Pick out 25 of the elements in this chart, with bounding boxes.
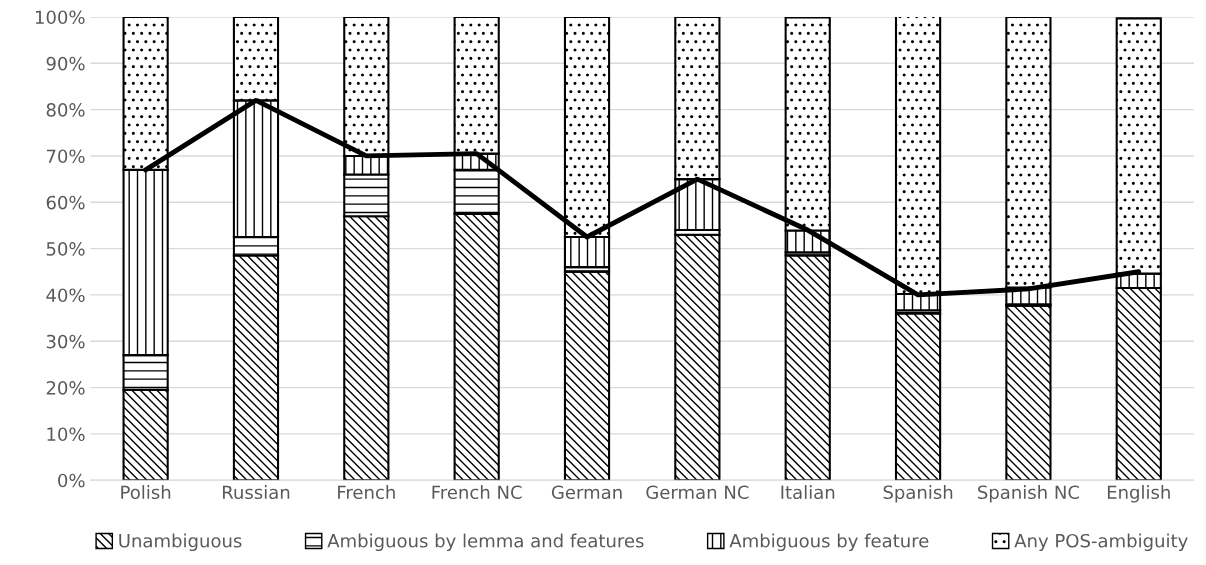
legend-label: Unambiguous <box>119 533 242 552</box>
y-tick-label: 20% <box>46 381 85 395</box>
y-tick-label: 60% <box>46 195 85 210</box>
y-tick-label: 80% <box>46 103 85 117</box>
y-tick-label: 10% <box>47 427 85 442</box>
y-tick-label: 90% <box>46 56 85 71</box>
y-tick-label: 50% <box>46 242 85 256</box>
x-tick-label: Italian <box>781 485 835 500</box>
y-tick-label: 40% <box>46 288 85 303</box>
x-tick-label: German <box>551 485 622 500</box>
x-tick-label: Spanish <box>883 485 953 503</box>
x-tick-label: French <box>338 485 395 500</box>
x-tick-label: English <box>1107 485 1170 503</box>
y-tick-label: 0% <box>58 473 85 488</box>
y-tick-label: 30% <box>46 334 85 349</box>
x-tick-label: German NC <box>646 485 749 500</box>
x-tick-label: Polish <box>121 485 171 500</box>
y-tick-label: 70% <box>46 149 85 164</box>
legend-label: Any POS-ambiguity <box>1014 533 1188 552</box>
x-tick-label: Russian <box>222 485 290 500</box>
legend-label: Ambiguous by lemma and features <box>327 533 644 552</box>
legend-label: Ambiguous by feature <box>729 533 929 552</box>
y-tick-label: 100% <box>35 10 85 25</box>
x-tick-label: French NC <box>432 485 522 500</box>
x-tick-label: Spanish NC <box>978 485 1080 503</box>
